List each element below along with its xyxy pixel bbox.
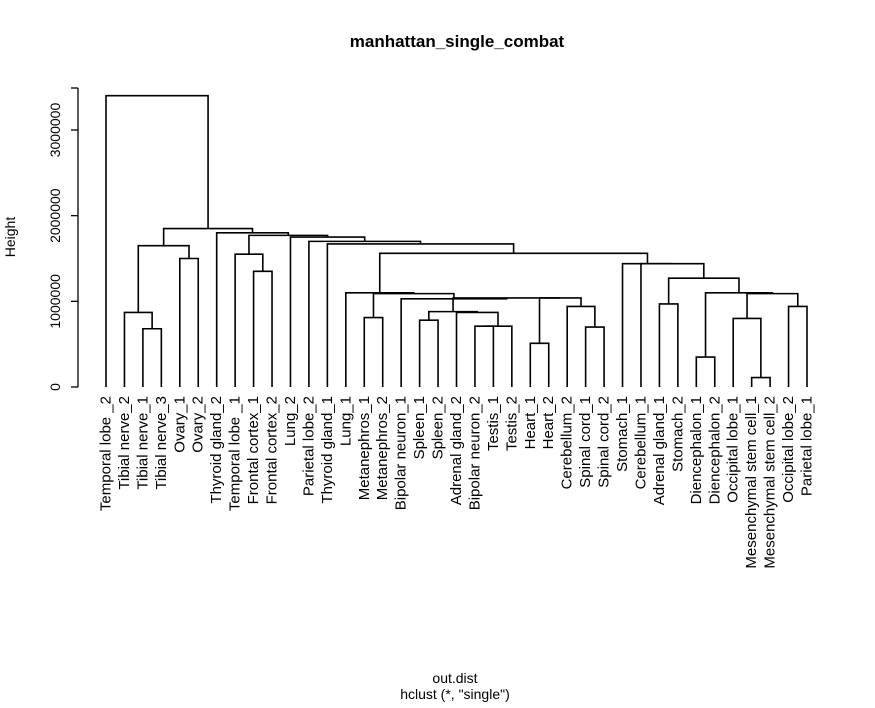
leaf-label-32: Diencephalon_1 <box>688 396 705 504</box>
merge-35 <box>248 234 329 255</box>
leaf-label-10: Lung_2 <box>282 396 299 446</box>
merge-3 <box>178 257 200 387</box>
leaf-label-36: Mesenchymal stem cell_2 <box>762 396 779 569</box>
leaf-label-38: Parietal lobe_1 <box>799 396 816 496</box>
merge-32 <box>326 243 515 387</box>
leaf-label-29: Cerebellum_1 <box>632 396 649 489</box>
leaf-label-26: Spinal cord_1 <box>577 396 594 488</box>
leaf-label-12: Thyroid gland_1 <box>319 396 336 504</box>
leaf-label-33: Diencephalon_2 <box>706 396 723 504</box>
leaf-label-16: Bipolar neuron_1 <box>393 396 410 510</box>
merge-4 <box>137 244 190 313</box>
leaf-label-35: Mesenchymal stem cell_1 <box>743 396 760 569</box>
leaf-label-6: Thyroid gland_2 <box>208 396 225 504</box>
merge-25 <box>695 356 716 387</box>
leaf-label-18: Spleen_2 <box>430 396 447 459</box>
merge-36 <box>215 232 290 387</box>
leaf-label-5: Ovary_2 <box>190 396 207 453</box>
merge-21 <box>750 376 771 387</box>
merge-19 <box>372 292 455 318</box>
merge-5 <box>252 270 273 387</box>
merge-30 <box>621 262 673 387</box>
leaf-label-30: Adrenal gland_1 <box>651 396 668 505</box>
merge-15 <box>566 305 596 387</box>
leaf-label-21: Testis_1 <box>485 396 502 451</box>
merge-38 <box>105 94 209 387</box>
chart-title: manhattan_single_combat <box>350 32 565 51</box>
y-axis-label: Height <box>2 217 18 258</box>
leaf-label-31: Stomach_2 <box>669 396 686 472</box>
leaf-label-27: Spinal cord_2 <box>596 396 613 488</box>
leaf-label-2: Tibial nerve_1 <box>134 396 151 490</box>
merge-23 <box>787 305 808 387</box>
dendrogram-tree <box>105 94 808 387</box>
leaf-label-34: Occipital lobe_1 <box>725 396 742 503</box>
merge-26 <box>704 291 774 358</box>
leaf-label-14: Metanephros_1 <box>356 396 373 500</box>
y-tick-label-2: 2000000 <box>47 188 63 243</box>
leaf-label-7: Temporal lobe _1 <box>227 396 244 511</box>
leaf-label-4: Ovary_1 <box>171 396 188 453</box>
merge-33 <box>308 240 422 387</box>
merge-16 <box>538 297 582 344</box>
merge-20 <box>345 291 415 387</box>
merge-10 <box>484 325 513 387</box>
merge-37 <box>162 227 254 246</box>
leaf-label-9: Frontal cortex_2 <box>264 396 281 504</box>
leaf-label-24: Heart_2 <box>540 396 557 449</box>
leaf-label-25: Cerebellum_2 <box>559 396 576 489</box>
x-axis-label: out.dist <box>432 670 477 686</box>
merge-28 <box>667 277 740 304</box>
leaf-label-3: Tibial nerve_3 <box>153 396 170 490</box>
merge-1 <box>142 327 163 387</box>
leaf-labels: Temporal lobe _2 Tibial nerve_2 Tibial ner… <box>98 396 816 569</box>
leaf-label-37: Occipital lobe_2 <box>780 396 797 503</box>
merge-6 <box>234 253 264 387</box>
leaf-label-8: Frontal cortex_1 <box>245 396 262 504</box>
merge-17 <box>452 297 561 312</box>
merge-22 <box>732 317 762 387</box>
merge-29 <box>640 262 705 387</box>
leaf-label-13: Lung_1 <box>337 396 354 446</box>
y-tick-label-3: 3000000 <box>47 103 63 158</box>
leaf-label-1: Tibial nerve_2 <box>116 396 133 490</box>
leaf-label-22: Testis_2 <box>503 396 520 451</box>
leaf-label-17: Spleen_1 <box>411 396 428 459</box>
merge-31 <box>378 252 649 293</box>
leaf-label-19: Adrenal gland_2 <box>448 396 465 505</box>
merge-13 <box>529 342 550 387</box>
merge-11 <box>455 311 499 387</box>
y-tick-label-1: 1000000 <box>47 274 63 329</box>
leaf-label-23: Heart_1 <box>522 396 539 449</box>
merge-7 <box>363 316 384 387</box>
leaf-label-15: Metanephros_2 <box>374 396 391 500</box>
merge-8 <box>418 319 439 387</box>
y-tick-label-0: 0 <box>47 383 63 391</box>
x-axis-subtitle: hclust (*, "single") <box>400 686 510 702</box>
leaf-label-20: Bipolar neuron_2 <box>466 396 483 510</box>
leaf-label-28: Stomach_1 <box>614 396 631 472</box>
merge-14 <box>584 326 605 387</box>
leaf-label-11: Parietal lobe_2 <box>300 396 317 496</box>
merge-2 <box>123 311 153 387</box>
merge-27 <box>658 303 679 387</box>
leaf-label-0: Temporal lobe _2 <box>98 396 115 511</box>
y-axis: 0 1000000 2000000 3000000 <box>47 87 79 391</box>
merge-9 <box>474 325 495 387</box>
